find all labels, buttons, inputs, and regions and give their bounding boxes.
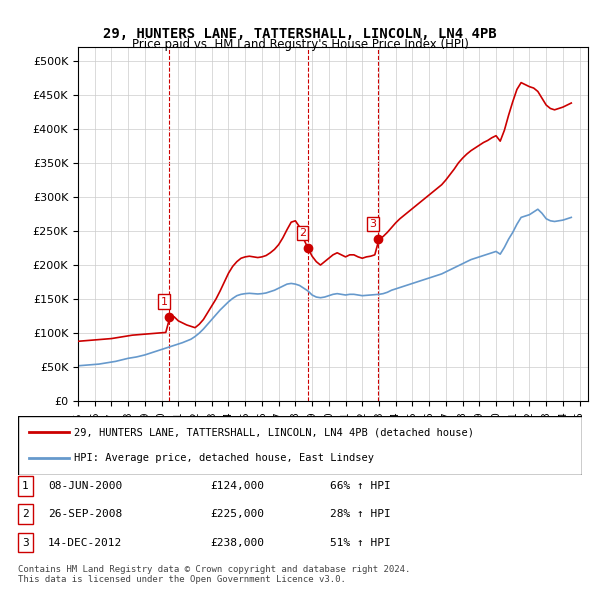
Text: 2: 2 bbox=[22, 510, 29, 519]
Text: 1: 1 bbox=[22, 481, 29, 491]
Text: 08-JUN-2000: 08-JUN-2000 bbox=[48, 481, 122, 491]
Text: £225,000: £225,000 bbox=[210, 510, 264, 519]
Text: 66% ↑ HPI: 66% ↑ HPI bbox=[330, 481, 391, 491]
Text: 51% ↑ HPI: 51% ↑ HPI bbox=[330, 538, 391, 548]
Text: £238,000: £238,000 bbox=[210, 538, 264, 548]
Text: 14-DEC-2012: 14-DEC-2012 bbox=[48, 538, 122, 548]
Text: 3: 3 bbox=[22, 538, 29, 548]
Text: 3: 3 bbox=[370, 219, 377, 229]
Text: 29, HUNTERS LANE, TATTERSHALL, LINCOLN, LN4 4PB (detached house): 29, HUNTERS LANE, TATTERSHALL, LINCOLN, … bbox=[74, 428, 475, 437]
Text: 2: 2 bbox=[299, 228, 306, 238]
Text: 1: 1 bbox=[160, 297, 167, 307]
Text: 28% ↑ HPI: 28% ↑ HPI bbox=[330, 510, 391, 519]
Text: Price paid vs. HM Land Registry's House Price Index (HPI): Price paid vs. HM Land Registry's House … bbox=[131, 38, 469, 51]
Text: 26-SEP-2008: 26-SEP-2008 bbox=[48, 510, 122, 519]
Text: Contains HM Land Registry data © Crown copyright and database right 2024.
This d: Contains HM Land Registry data © Crown c… bbox=[18, 565, 410, 584]
Text: 29, HUNTERS LANE, TATTERSHALL, LINCOLN, LN4 4PB: 29, HUNTERS LANE, TATTERSHALL, LINCOLN, … bbox=[103, 27, 497, 41]
Text: £124,000: £124,000 bbox=[210, 481, 264, 491]
FancyBboxPatch shape bbox=[18, 416, 582, 475]
Text: HPI: Average price, detached house, East Lindsey: HPI: Average price, detached house, East… bbox=[74, 454, 374, 463]
